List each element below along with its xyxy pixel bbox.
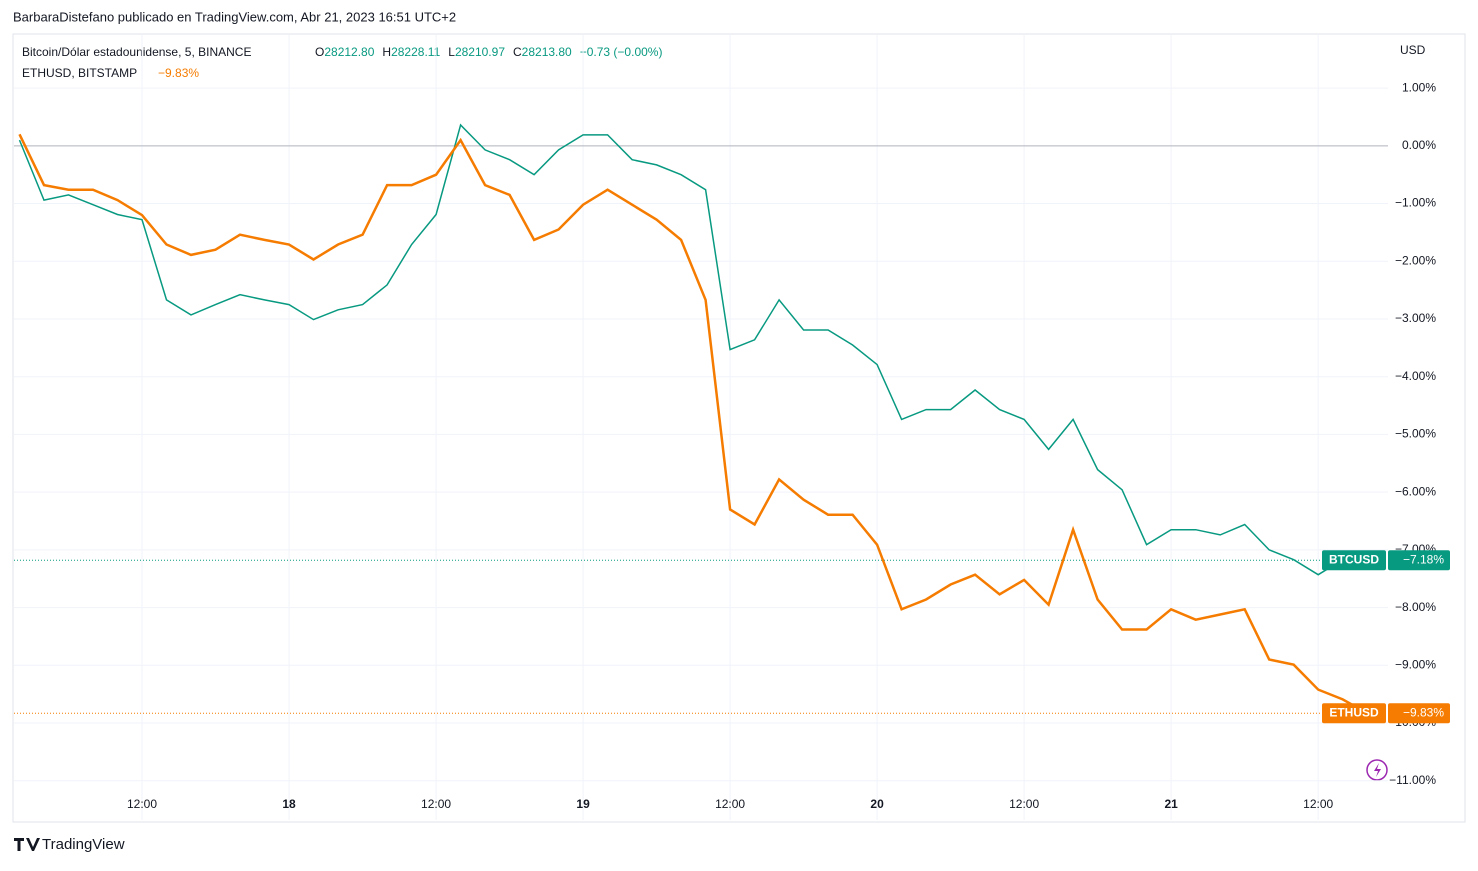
y-tick-label: −8.00% — [1395, 600, 1436, 614]
x-tick-label: 21 — [1164, 797, 1178, 811]
y-tick-label: −2.00% — [1395, 253, 1436, 267]
y-tick-label: −1.00% — [1395, 196, 1436, 210]
logo — [14, 838, 40, 851]
x-tick-label: 19 — [576, 797, 590, 811]
tag-name-bg — [1322, 703, 1386, 724]
legend-btc-change: −0.73 (−0.00%) — [580, 45, 663, 59]
y-tick-label: −4.00% — [1395, 369, 1436, 383]
series-line — [18, 133, 1368, 715]
tag-value: −9.83% — [1403, 705, 1444, 719]
ohlc-key: O — [315, 45, 324, 59]
y-tick-label: −9.00% — [1395, 657, 1436, 671]
y-tick-label: 0.00% — [1402, 138, 1436, 152]
x-tick-label: 20 — [870, 797, 884, 811]
x-tick-label: 12:00 — [127, 797, 157, 811]
header: BarbaraDistefano publicado en TradingVie… — [13, 9, 456, 24]
series-line — [18, 123, 1368, 576]
ohlc-value: 28213.80 — [522, 45, 572, 59]
y-tick-label: −11.00% — [1389, 773, 1436, 787]
x-tick-label: 18 — [282, 797, 296, 811]
ohlc-key: H — [382, 45, 391, 59]
tag-value-bg — [1388, 703, 1450, 724]
y-tick-label: −5.00% — [1395, 427, 1436, 441]
x-tick-label: 12:00 — [421, 797, 451, 811]
y-tick-label: −6.00% — [1395, 484, 1436, 498]
ohlc-value: 28228.11 — [391, 45, 440, 59]
tag-name: BTCUSD — [1329, 552, 1379, 566]
y-tick-label: 1.00% — [1402, 80, 1436, 94]
icon-bolt — [1374, 763, 1381, 777]
icon — [1366, 759, 1388, 781]
x-tick-label: 12:00 — [1303, 797, 1333, 811]
ohlc-key: L — [448, 45, 455, 59]
axis-unit: USD — [1400, 43, 1426, 57]
legend-btc: Bitcoin/Dólar estadounidense, 5, BINANCE — [22, 45, 251, 59]
ohlc-key: C — [513, 45, 522, 59]
y-tick-label: −3.00% — [1395, 311, 1436, 325]
tag-name-bg — [1322, 550, 1386, 571]
tag-value: −7.18% — [1403, 552, 1444, 566]
frame — [12, 33, 1466, 823]
x-tick-label: 12:00 — [1009, 797, 1039, 811]
legend-eth-change: −9.83% — [158, 66, 199, 80]
tag-value-bg — [1388, 550, 1450, 571]
footer-brand: TradingView — [42, 836, 125, 853]
legend-eth: ETHUSD, BITSTAMP — [22, 66, 137, 80]
ohlc-value: 28210.97 — [455, 45, 505, 59]
tag-name: ETHUSD — [1329, 705, 1379, 719]
x-tick-label: 12:00 — [715, 797, 745, 811]
ohlc-value: 28212.80 — [324, 45, 374, 59]
